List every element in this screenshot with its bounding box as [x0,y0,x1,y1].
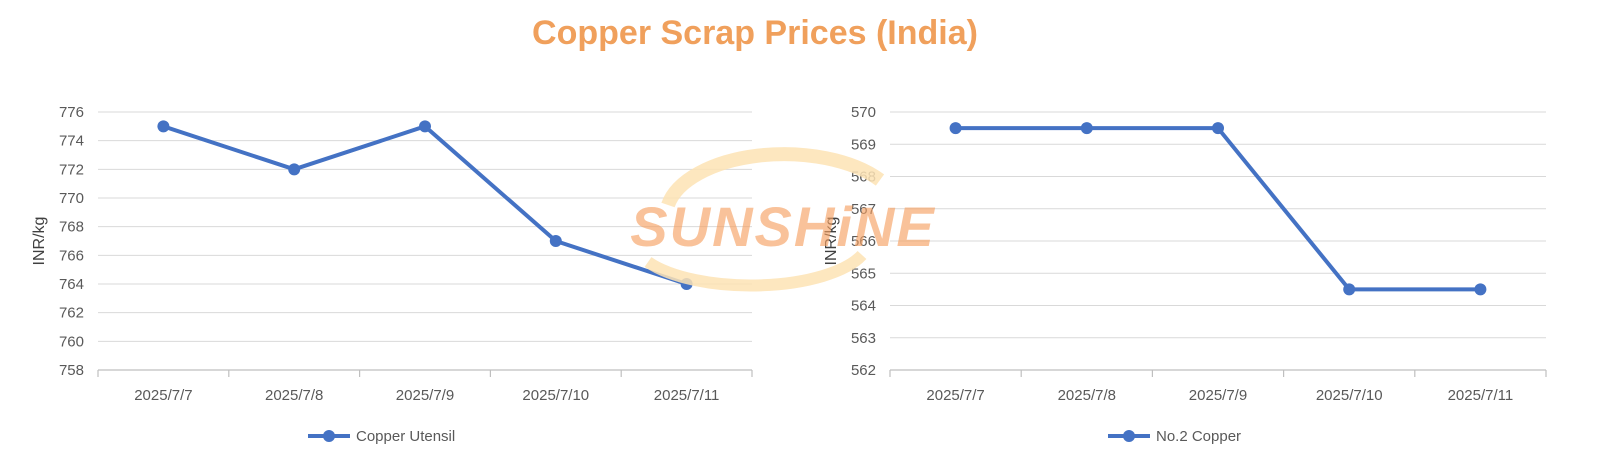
x-tick-label: 2025/7/9 [1189,387,1247,404]
data-point [157,120,170,133]
x-tick-label: 2025/7/7 [134,387,192,404]
y-axis-label: INR/kg [823,217,840,266]
x-tick-label: 2025/7/8 [1058,387,1116,404]
x-tick-label: 2025/7/7 [926,387,984,404]
y-tick-label: 758 [59,362,84,379]
y-tick-label: 565 [851,265,876,282]
data-point [549,235,562,247]
watermark-text: SUNSHiNE [630,195,935,258]
x-tick-label: 2025/7/9 [396,387,454,404]
y-tick-label: 562 [851,362,876,379]
y-tick-label: 563 [851,330,876,347]
legend: Copper Utensil [308,428,455,445]
y-tick-label: 566 [851,233,876,250]
y-tick-label: 567 [851,201,876,218]
data-point [1474,283,1487,296]
y-tick-label: 776 [59,104,84,121]
data-point [419,120,431,133]
chart-1: 758 760 762 764 766 768 770 772 774 776 2025/7/7 20… [31,104,753,445]
x-tick-label: 2025/7/11 [654,387,720,404]
series-line [161,124,689,286]
sunshine-watermark-logo: SUNSHiNE [630,147,935,292]
y-tick-label: 774 [59,133,84,150]
y-tick-label: 764 [59,276,84,293]
data-point [1080,122,1093,135]
y-tick-label: 564 [851,298,876,315]
legend-label: No.2 Copper [1156,428,1241,445]
y-tick-label: 760 [59,333,84,350]
y-axis-label: INR/kg [31,217,48,266]
legend: No.2 Copper [1108,428,1241,445]
y-tick-label: 569 [851,136,876,153]
watermark-ring-top [661,147,885,208]
legend-marker [1123,430,1135,442]
x-tick-label: 2025/7/10 [1316,387,1383,404]
y-tick-label: 772 [59,161,84,178]
x-tick-label: 2025/7/8 [265,387,323,404]
x-tick-label: 2025/7/10 [522,387,589,404]
data-point [1212,122,1224,135]
y-tick-label: 762 [59,305,84,322]
data-point [949,122,962,135]
y-tick-label: 770 [59,190,84,207]
data-point [1343,283,1356,296]
watermark-ring-bottom [644,250,867,292]
page-title: Copper Scrap Prices (India) [532,14,978,52]
legend-label: Copper Utensil [356,428,455,445]
legend-marker [323,430,335,442]
y-tick-label: 570 [851,104,876,121]
y-tick-label: 766 [59,247,84,264]
data-point [288,163,301,176]
y-tick-label: 768 [59,219,84,236]
x-tick-label: 2025/7/11 [1448,387,1514,404]
